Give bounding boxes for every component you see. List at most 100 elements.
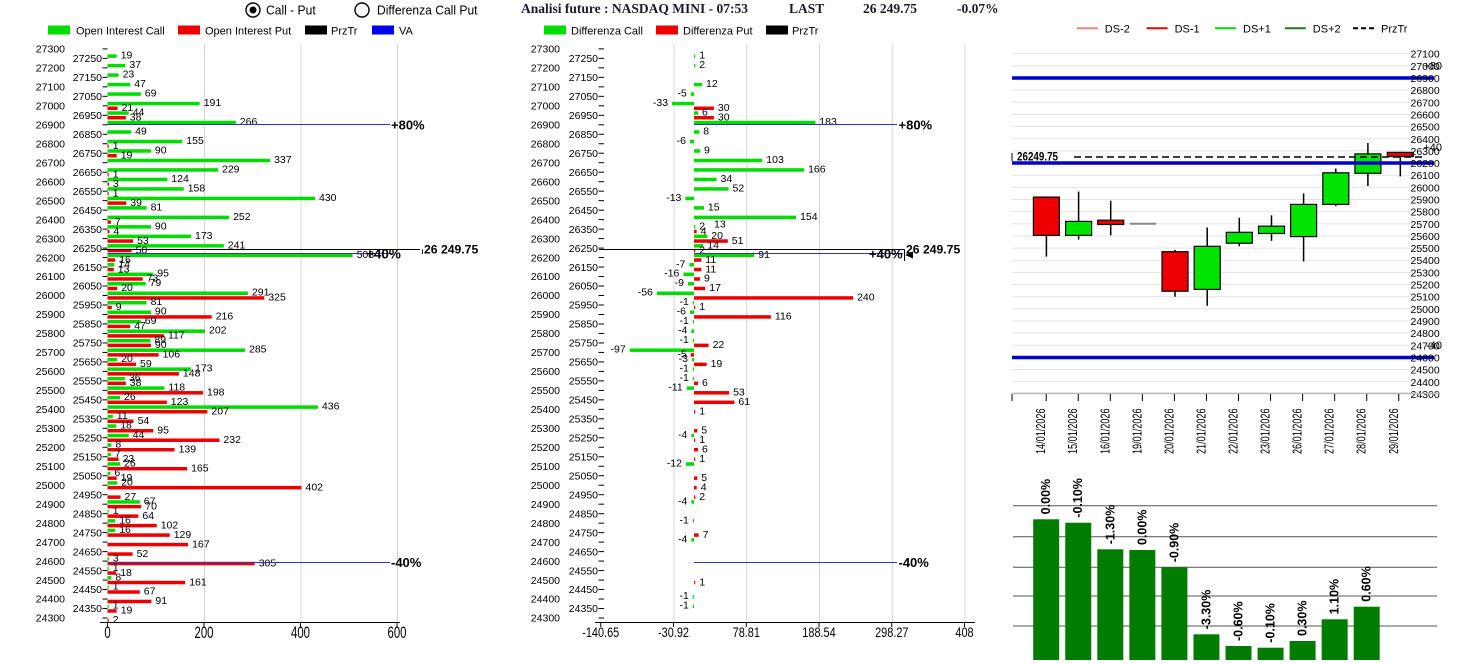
svg-text:90: 90 bbox=[155, 220, 167, 232]
svg-text:24300: 24300 bbox=[531, 613, 560, 625]
svg-text:27100: 27100 bbox=[531, 82, 560, 94]
svg-text:49: 49 bbox=[135, 126, 147, 138]
svg-text:24500: 24500 bbox=[1411, 365, 1440, 377]
svg-text:25400: 25400 bbox=[531, 404, 560, 416]
svg-text:240: 240 bbox=[857, 292, 875, 304]
svg-text:25450: 25450 bbox=[73, 395, 102, 407]
svg-text:26550: 26550 bbox=[73, 186, 102, 198]
svg-text:24500: 24500 bbox=[531, 575, 560, 587]
svg-text:37: 37 bbox=[129, 59, 141, 71]
svg-text:26600: 26600 bbox=[36, 176, 65, 188]
svg-text:26350: 26350 bbox=[73, 224, 102, 236]
svg-text:22/01/2026: 22/01/2026 bbox=[1227, 408, 1241, 454]
svg-text:25800: 25800 bbox=[531, 328, 560, 340]
svg-text:20: 20 bbox=[121, 476, 133, 488]
svg-text:24300: 24300 bbox=[36, 613, 65, 625]
svg-text:30: 30 bbox=[718, 112, 730, 124]
svg-text:21: 21 bbox=[122, 102, 134, 114]
svg-text:408: 408 bbox=[955, 625, 973, 641]
svg-text:116: 116 bbox=[775, 311, 792, 323]
svg-text:26 249.75: 26 249.75 bbox=[863, 1, 917, 16]
svg-text:53: 53 bbox=[137, 235, 149, 247]
svg-text:1: 1 bbox=[699, 406, 705, 418]
svg-text:24700: 24700 bbox=[36, 537, 65, 549]
svg-text:26950: 26950 bbox=[569, 110, 598, 122]
svg-text:Open Interest Call: Open Interest Call bbox=[76, 26, 165, 38]
svg-text:25500: 25500 bbox=[531, 385, 560, 397]
svg-text:25100: 25100 bbox=[1411, 292, 1440, 304]
svg-text:241: 241 bbox=[228, 239, 246, 251]
svg-text:26600: 26600 bbox=[1411, 110, 1440, 122]
svg-text:25100: 25100 bbox=[531, 461, 560, 473]
svg-text:25800: 25800 bbox=[1411, 207, 1440, 219]
svg-text:Differenza Call: Differenza Call bbox=[571, 26, 643, 38]
svg-text:1: 1 bbox=[113, 600, 119, 612]
svg-text:64: 64 bbox=[142, 510, 154, 522]
svg-text:25400: 25400 bbox=[36, 404, 65, 416]
svg-text:25750: 25750 bbox=[73, 338, 102, 350]
svg-text:26150: 26150 bbox=[73, 262, 102, 274]
svg-text:-1.30%: -1.30% bbox=[1103, 505, 1117, 545]
svg-text:26750: 26750 bbox=[569, 148, 598, 160]
svg-text:26850: 26850 bbox=[569, 129, 598, 141]
svg-text:24850: 24850 bbox=[73, 508, 102, 520]
svg-text:19/01/2026: 19/01/2026 bbox=[1131, 408, 1145, 454]
svg-text:-30.92: -30.92 bbox=[658, 625, 689, 641]
svg-text:2: 2 bbox=[113, 614, 119, 626]
svg-text:25350: 25350 bbox=[569, 414, 598, 426]
svg-text:2: 2 bbox=[699, 220, 705, 232]
svg-text:24650: 24650 bbox=[569, 546, 598, 558]
svg-text:26550: 26550 bbox=[569, 186, 598, 198]
svg-text:26850: 26850 bbox=[73, 129, 102, 141]
svg-text:16: 16 bbox=[119, 524, 131, 536]
svg-text:2: 2 bbox=[699, 244, 705, 256]
svg-text:20: 20 bbox=[711, 230, 723, 242]
svg-text:4: 4 bbox=[113, 225, 119, 237]
svg-text:207: 207 bbox=[211, 406, 229, 418]
svg-text:24900: 24900 bbox=[531, 499, 560, 511]
svg-text:52: 52 bbox=[733, 182, 745, 194]
svg-text:26600: 26600 bbox=[531, 176, 560, 188]
svg-text:-4: -4 bbox=[678, 533, 687, 545]
svg-text:9: 9 bbox=[116, 301, 122, 313]
svg-text:11: 11 bbox=[705, 263, 716, 275]
svg-text:7: 7 bbox=[115, 448, 121, 460]
svg-text:34: 34 bbox=[721, 173, 733, 185]
svg-text:198: 198 bbox=[207, 387, 225, 399]
svg-text:25000: 25000 bbox=[36, 480, 65, 492]
svg-text:191: 191 bbox=[204, 97, 222, 109]
svg-text:6: 6 bbox=[702, 377, 708, 389]
svg-text:7: 7 bbox=[115, 216, 121, 228]
svg-text:27100: 27100 bbox=[1411, 49, 1440, 61]
svg-text:20: 20 bbox=[121, 282, 133, 294]
svg-text:27100: 27100 bbox=[36, 82, 65, 94]
svg-text:19: 19 bbox=[121, 605, 133, 617]
svg-text:26400: 26400 bbox=[1411, 134, 1440, 146]
svg-text:95: 95 bbox=[157, 268, 169, 280]
svg-text:6: 6 bbox=[114, 467, 120, 479]
svg-text:73: 73 bbox=[147, 273, 159, 285]
svg-text:266: 266 bbox=[240, 116, 258, 128]
svg-text:DS-2: DS-2 bbox=[1105, 24, 1130, 36]
svg-text:26700: 26700 bbox=[531, 157, 560, 169]
svg-text:1: 1 bbox=[699, 453, 705, 465]
svg-text:LAST: LAST bbox=[789, 1, 824, 16]
svg-text:26000: 26000 bbox=[36, 290, 65, 302]
svg-text:25500: 25500 bbox=[36, 385, 65, 397]
svg-text:-1: -1 bbox=[679, 372, 688, 384]
svg-text:26900: 26900 bbox=[531, 120, 560, 132]
svg-text:123: 123 bbox=[171, 396, 189, 408]
svg-text:24700: 24700 bbox=[1411, 340, 1440, 352]
svg-text:81: 81 bbox=[151, 296, 163, 308]
svg-text:90: 90 bbox=[155, 306, 167, 318]
svg-text:25000: 25000 bbox=[531, 480, 560, 492]
svg-text:102: 102 bbox=[161, 519, 179, 531]
svg-text:20/01/2026: 20/01/2026 bbox=[1163, 408, 1177, 454]
svg-text:202: 202 bbox=[209, 325, 227, 337]
svg-text:25900: 25900 bbox=[1411, 195, 1440, 207]
svg-text:-1: -1 bbox=[679, 363, 688, 375]
svg-text:8: 8 bbox=[115, 439, 121, 451]
svg-text:+80%: +80% bbox=[391, 117, 425, 132]
svg-text:430: 430 bbox=[319, 192, 337, 204]
svg-text:24950: 24950 bbox=[569, 489, 598, 501]
